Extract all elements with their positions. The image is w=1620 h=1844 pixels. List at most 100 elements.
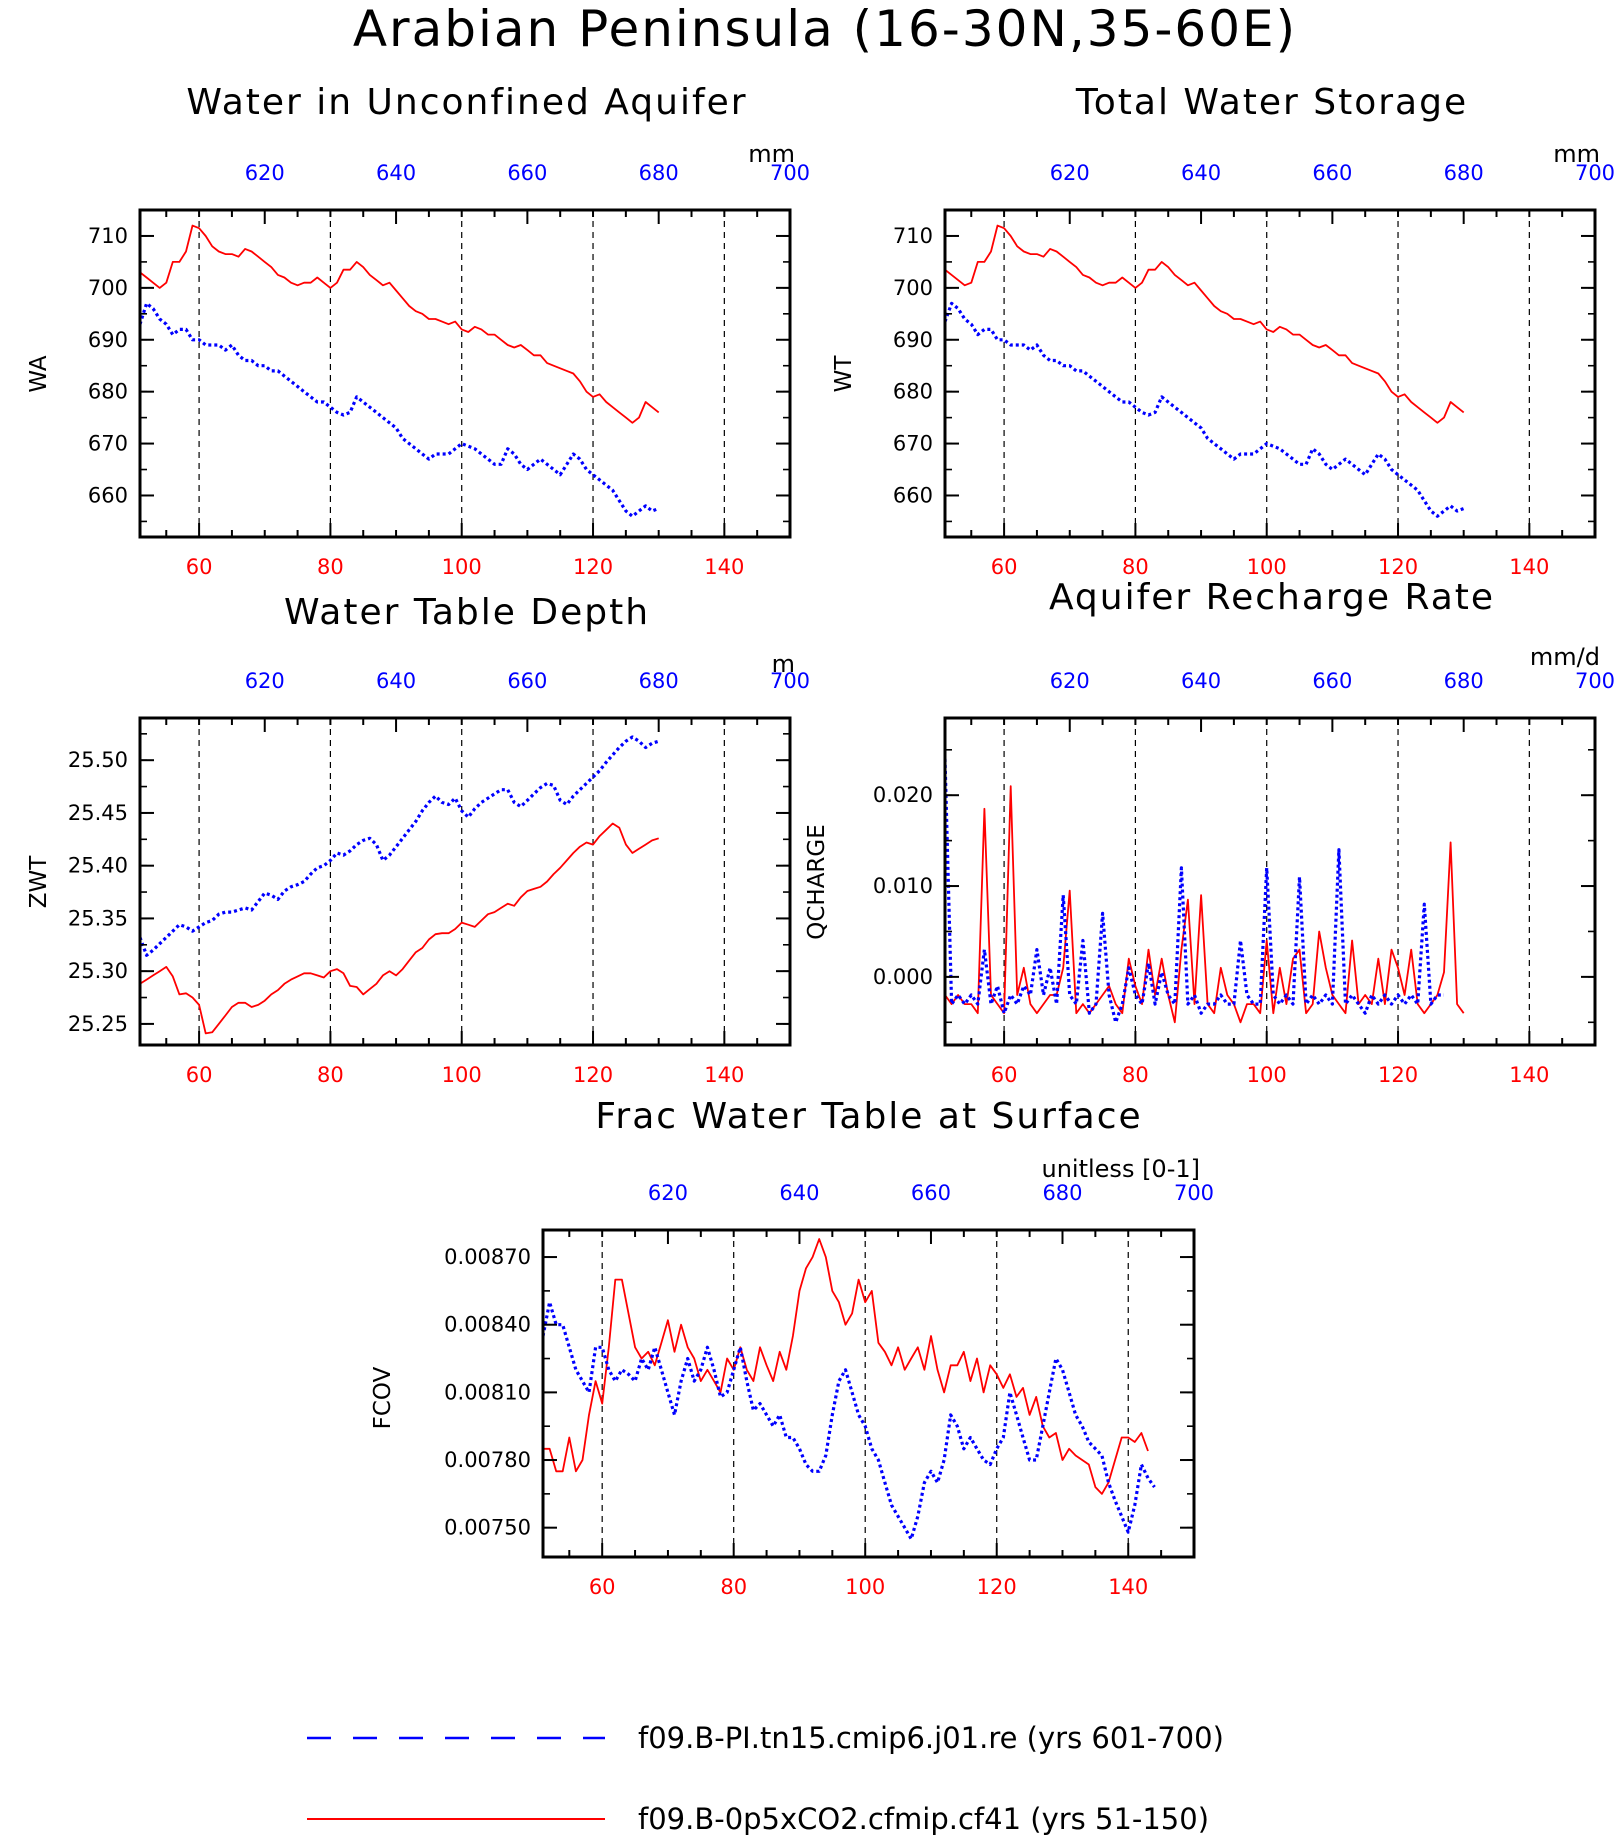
x-tick-label: 120 bbox=[1378, 1063, 1418, 1087]
x2-tick-label: 640 bbox=[779, 1181, 819, 1205]
plot-frame bbox=[943, 208, 1597, 539]
panel-aquifer-recharge-rate: Aquifer Recharge Rate mm/d QCHARGE 60 80 1… bbox=[804, 577, 1615, 1087]
panel-water-in-unconfined-aquifer: Water in Unconfined Aquifer mm WA 60 80 10… bbox=[26, 82, 810, 579]
y-tick-label: 25.35 bbox=[68, 906, 128, 930]
y-axis-label: WT bbox=[831, 355, 857, 393]
y-tick-label: 0.00870 bbox=[444, 1245, 531, 1269]
series-line-blue bbox=[140, 301, 660, 518]
y-tick-label: 680 bbox=[88, 380, 128, 404]
y-tick-label: 670 bbox=[88, 432, 128, 456]
x-tick-label: 140 bbox=[1509, 555, 1549, 579]
y-tick-label: 710 bbox=[88, 224, 128, 248]
x-tick-label: 60 bbox=[186, 555, 213, 579]
units-label: mm/d bbox=[1530, 643, 1600, 671]
x-tick-label: 140 bbox=[1108, 1575, 1148, 1599]
units-label: mm bbox=[748, 140, 795, 168]
x-tick-label: 100 bbox=[442, 1063, 482, 1087]
y-tick-label: 0.00840 bbox=[444, 1313, 531, 1337]
y-axis-label: WA bbox=[26, 355, 52, 392]
x-tick-label: 100 bbox=[1247, 555, 1287, 579]
figure-title: Arabian Peninsula (16-30N,35-60E) bbox=[353, 0, 1297, 58]
x2-tick-label: 680 bbox=[639, 161, 679, 185]
y-tick-label: 0.00750 bbox=[444, 1516, 531, 1540]
y-axis-label: QCHARGE bbox=[804, 824, 830, 940]
panel-title: Water Table Depth bbox=[284, 592, 650, 633]
y-tick-label: 710 bbox=[893, 224, 933, 248]
x-tick-label: 100 bbox=[845, 1575, 885, 1599]
y-tick-label: 700 bbox=[893, 276, 933, 300]
x-tick-label: 120 bbox=[1378, 555, 1418, 579]
units-label: m bbox=[772, 650, 795, 678]
x2-tick-label: 660 bbox=[911, 1181, 951, 1205]
legend-label-red: f09.B-0p5xCO2.cfmip.cf41 (yrs 51-150) bbox=[638, 1802, 1209, 1836]
x2-tick-label: 660 bbox=[1312, 669, 1352, 693]
x-tick-label: 80 bbox=[317, 1063, 344, 1087]
x-tick-label: 100 bbox=[442, 555, 482, 579]
x2-tick-label: 620 bbox=[245, 161, 285, 185]
x2-tick-label: 700 bbox=[1575, 161, 1615, 185]
series-line-blue bbox=[945, 301, 1465, 518]
y-tick-label: 25.25 bbox=[68, 1012, 128, 1036]
x-tick-label: 60 bbox=[991, 555, 1018, 579]
series-line-red bbox=[945, 785, 1465, 1024]
y-tick-label: 0.000 bbox=[873, 965, 933, 989]
y-tick-label: 680 bbox=[893, 380, 933, 404]
y-tick-label: 25.50 bbox=[68, 748, 128, 772]
x2-tick-label: 620 bbox=[1050, 161, 1090, 185]
series-line-red bbox=[945, 224, 1465, 424]
series-line-blue bbox=[543, 1300, 1156, 1541]
x-tick-label: 80 bbox=[317, 555, 344, 579]
plot-frame bbox=[138, 208, 792, 539]
x-tick-label: 60 bbox=[991, 1063, 1018, 1087]
y-tick-label: 0.020 bbox=[873, 783, 933, 807]
panel-title: Total Water Storage bbox=[1075, 82, 1468, 123]
y-tick-label: 25.45 bbox=[68, 801, 128, 825]
y-axis-label: FCOV bbox=[370, 1366, 396, 1429]
x2-tick-label: 660 bbox=[507, 161, 547, 185]
x-tick-label: 140 bbox=[1509, 1063, 1549, 1087]
x2-tick-label: 680 bbox=[1444, 669, 1484, 693]
x2-tick-label: 680 bbox=[1444, 161, 1484, 185]
panel-water-table-depth: Water Table Depth m ZWT 60 80 100 120 140 620… bbox=[26, 592, 810, 1087]
x-tick-label: 80 bbox=[1122, 555, 1149, 579]
panel-frac-water-table-at-surface: Frac Water Table at Surface unitless [0-… bbox=[370, 1096, 1214, 1599]
x-tick-label: 140 bbox=[704, 1063, 744, 1087]
x2-tick-label: 700 bbox=[1575, 669, 1615, 693]
series-line-blue bbox=[140, 735, 660, 957]
y-tick-label: 700 bbox=[88, 276, 128, 300]
x-tick-label: 120 bbox=[573, 555, 613, 579]
plot-frame bbox=[138, 716, 792, 1047]
x-tick-label: 60 bbox=[186, 1063, 213, 1087]
x-tick-label: 60 bbox=[589, 1575, 616, 1599]
legend: f09.B-PI.tn15.cmip6.j01.re (yrs 601-700)… bbox=[307, 1721, 1224, 1836]
x2-tick-label: 620 bbox=[245, 669, 285, 693]
panel-title: Aquifer Recharge Rate bbox=[1049, 577, 1495, 618]
panel-total-water-storage: Total Water Storage mm WT 60 80 100 120 140 6… bbox=[831, 82, 1615, 579]
x-tick-label: 140 bbox=[704, 555, 744, 579]
x2-tick-label: 620 bbox=[648, 1181, 688, 1205]
x2-tick-label: 640 bbox=[1181, 669, 1221, 693]
plot-frame bbox=[541, 1228, 1196, 1559]
y-axis-label: ZWT bbox=[26, 855, 52, 908]
x2-tick-label: 680 bbox=[1042, 1181, 1082, 1205]
x2-tick-label: 640 bbox=[1181, 161, 1221, 185]
x2-tick-label: 640 bbox=[376, 669, 416, 693]
series-line-blue bbox=[945, 758, 1444, 1024]
y-tick-label: 0.00810 bbox=[444, 1380, 531, 1404]
x2-tick-label: 700 bbox=[770, 161, 810, 185]
x-tick-label: 80 bbox=[1122, 1063, 1149, 1087]
units-label: unitless [0-1] bbox=[1042, 1155, 1201, 1183]
x2-tick-label: 680 bbox=[639, 669, 679, 693]
y-tick-label: 25.40 bbox=[68, 854, 128, 878]
y-tick-label: 25.30 bbox=[68, 959, 128, 983]
y-tick-label: 0.010 bbox=[873, 874, 933, 898]
x-tick-label: 100 bbox=[1247, 1063, 1287, 1087]
series-line-red bbox=[140, 822, 659, 1035]
x2-tick-label: 640 bbox=[376, 161, 416, 185]
y-tick-label: 690 bbox=[893, 328, 933, 352]
x2-tick-label: 660 bbox=[1312, 161, 1352, 185]
y-tick-label: 670 bbox=[893, 432, 933, 456]
y-tick-label: 690 bbox=[88, 328, 128, 352]
plot-frame bbox=[943, 716, 1597, 1047]
legend-label-blue: f09.B-PI.tn15.cmip6.j01.re (yrs 601-700) bbox=[638, 1721, 1224, 1755]
